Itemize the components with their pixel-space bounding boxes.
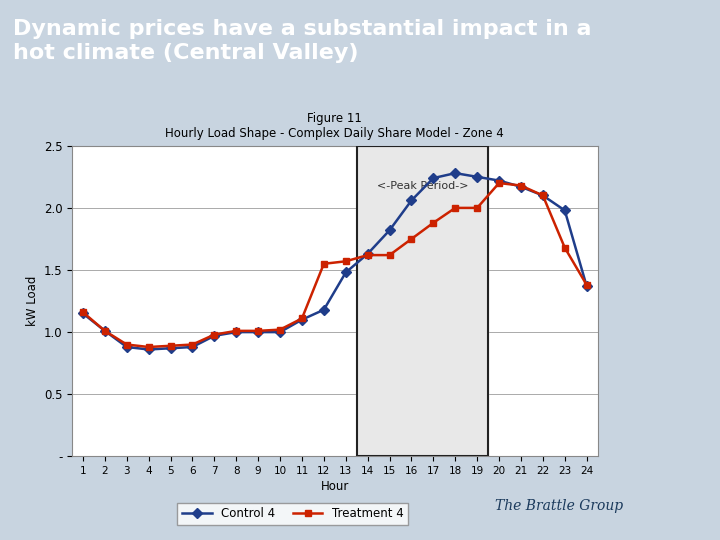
Control 4 <box>276 329 284 335</box>
Control 4 <box>166 345 175 352</box>
Treatment 4 <box>166 342 175 349</box>
Legend: Control 4, Treatment 4: Control 4, Treatment 4 <box>177 503 408 525</box>
Treatment 4 <box>473 205 482 211</box>
Control 4 <box>297 316 306 323</box>
Treatment 4 <box>407 235 415 242</box>
Treatment 4 <box>495 180 503 186</box>
Treatment 4 <box>101 328 109 334</box>
Text: The Brattle Group: The Brattle Group <box>495 499 623 513</box>
Control 4 <box>539 192 547 199</box>
Text: Dynamic prices have a substantial impact in a
hot climate (Central Valley): Dynamic prices have a substantial impact… <box>13 18 591 63</box>
Bar <box>356 146 488 456</box>
Treatment 4 <box>341 258 350 265</box>
Control 4 <box>582 283 591 289</box>
Control 4 <box>341 269 350 276</box>
Treatment 4 <box>364 252 372 258</box>
Control 4 <box>517 184 526 190</box>
Control 4 <box>188 344 197 350</box>
Treatment 4 <box>539 192 547 199</box>
Treatment 4 <box>254 328 263 334</box>
Control 4 <box>122 344 131 350</box>
Treatment 4 <box>582 282 591 288</box>
Control 4 <box>407 197 415 204</box>
Control 4 <box>560 207 569 214</box>
Treatment 4 <box>188 341 197 348</box>
Treatment 4 <box>122 341 131 348</box>
Treatment 4 <box>560 245 569 251</box>
Treatment 4 <box>385 252 394 258</box>
Y-axis label: kW Load: kW Load <box>27 276 40 326</box>
Title: Figure 11
Hourly Load Shape - Complex Daily Share Model - Zone 4: Figure 11 Hourly Load Shape - Complex Da… <box>166 112 504 140</box>
Treatment 4 <box>144 344 153 350</box>
Treatment 4 <box>429 220 438 226</box>
Treatment 4 <box>276 326 284 333</box>
Treatment 4 <box>78 309 87 315</box>
Treatment 4 <box>210 332 219 338</box>
Treatment 4 <box>451 205 459 211</box>
Treatment 4 <box>320 260 328 267</box>
Control 4 <box>254 329 263 335</box>
Control 4 <box>232 329 240 335</box>
Control 4 <box>320 307 328 313</box>
Control 4 <box>364 251 372 257</box>
Control 4 <box>495 177 503 184</box>
Control 4 <box>101 328 109 334</box>
Bar <box>356 146 488 456</box>
X-axis label: Hour: Hour <box>320 480 349 493</box>
Line: Control 4: Control 4 <box>79 170 590 353</box>
Control 4 <box>385 227 394 233</box>
Control 4 <box>473 174 482 180</box>
Line: Treatment 4: Treatment 4 <box>80 180 590 350</box>
Treatment 4 <box>517 183 526 189</box>
Control 4 <box>78 310 87 316</box>
Control 4 <box>144 346 153 353</box>
Treatment 4 <box>297 315 306 322</box>
Text: <-Peak Period->: <-Peak Period-> <box>377 181 468 191</box>
Control 4 <box>210 333 219 339</box>
Control 4 <box>429 175 438 181</box>
Control 4 <box>451 170 459 177</box>
Treatment 4 <box>232 328 240 334</box>
